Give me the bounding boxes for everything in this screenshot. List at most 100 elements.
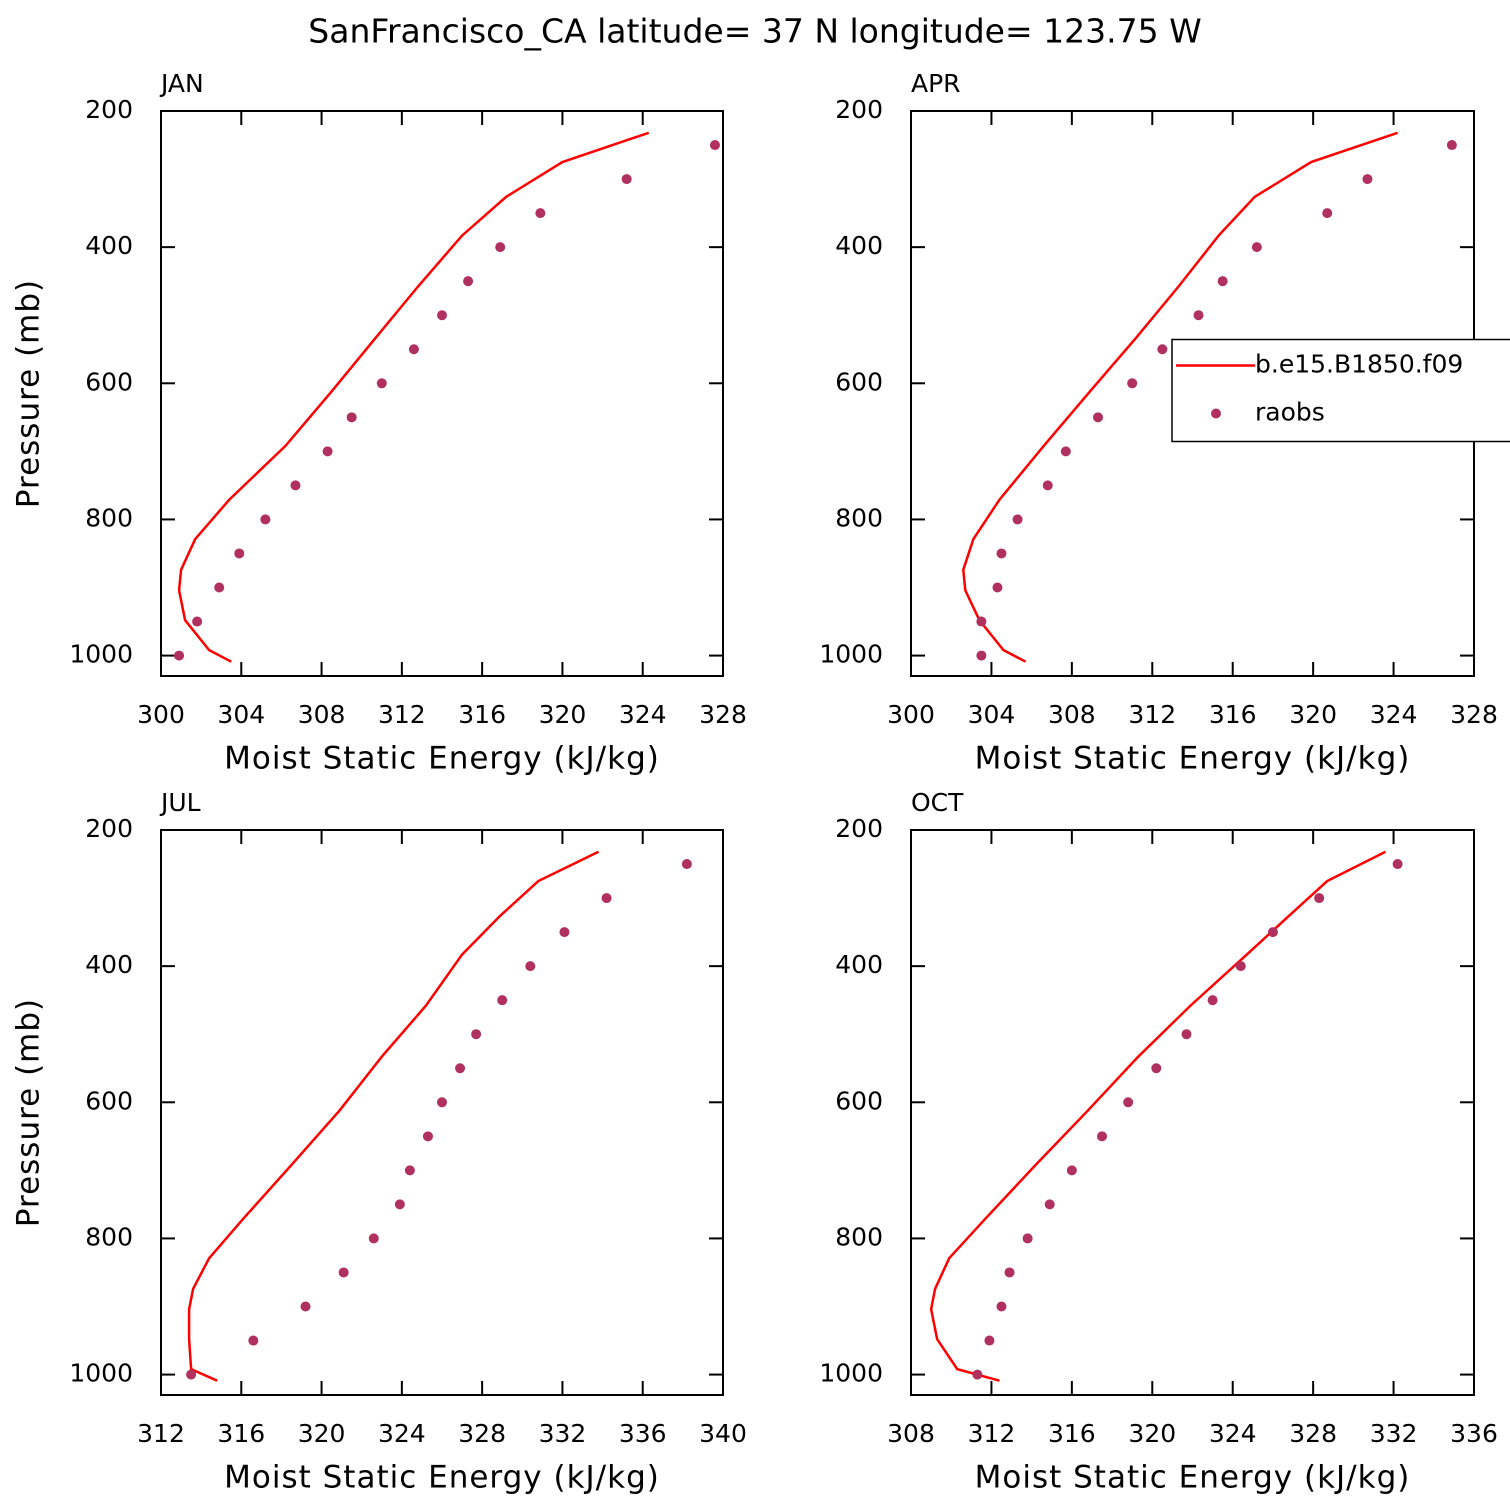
raob-point — [463, 276, 474, 287]
y-tick-label: 200 — [85, 814, 133, 843]
x-tick-label: 304 — [968, 700, 1016, 729]
x-tick-label: 328 — [699, 700, 747, 729]
x-tick-label: 320 — [298, 1419, 346, 1448]
raob-point — [497, 995, 508, 1006]
raob-point — [709, 140, 720, 151]
model-line — [187, 850, 600, 1382]
x-tick-label: 308 — [887, 1419, 935, 1448]
model-line — [929, 850, 1387, 1382]
raob-point — [346, 412, 357, 423]
raob-point — [1092, 412, 1103, 423]
x-tick-label: 328 — [1450, 700, 1498, 729]
y-tick-label: 200 — [85, 95, 133, 124]
raob-point — [290, 480, 301, 491]
x-tick-label: 320 — [1128, 1419, 1176, 1448]
x-tick-label: 304 — [217, 700, 265, 729]
model-line — [962, 131, 1398, 663]
raob-point — [535, 208, 546, 219]
x-tick-label: 324 — [619, 700, 667, 729]
x-tick-label: 328 — [1289, 1419, 1337, 1448]
y-tick-label: 800 — [85, 1222, 133, 1251]
raob-point — [368, 1233, 379, 1244]
x-tick-label: 340 — [699, 1419, 747, 1448]
panel-title: JUL — [159, 788, 201, 817]
raob-point — [495, 242, 506, 253]
y-tick-label: 400 — [835, 950, 883, 979]
raob-point — [1012, 514, 1023, 525]
x-tick-label: 316 — [1209, 700, 1257, 729]
raob-point — [437, 310, 447, 321]
raob-point — [1181, 1029, 1192, 1040]
raob-point — [1235, 961, 1246, 972]
x-tick-label: 324 — [378, 1419, 426, 1448]
raob-point — [976, 650, 987, 661]
raob-point — [992, 582, 1003, 593]
x-axis-label: Moist Static Energy (kJ/kg) — [975, 1460, 1411, 1496]
plot-frame — [160, 110, 724, 677]
legend-box — [1171, 338, 1510, 443]
x-tick-label: 312 — [137, 1419, 185, 1448]
raob-point — [996, 1301, 1007, 1312]
x-tick-label: 308 — [298, 700, 346, 729]
x-tick-label: 324 — [1370, 700, 1418, 729]
raob-point — [1314, 893, 1325, 904]
x-axis-label: Moist Static Energy (kJ/kg) — [975, 741, 1411, 777]
model-line — [177, 131, 650, 663]
raob-point — [455, 1063, 466, 1074]
y-tick-label: 1000 — [69, 1359, 133, 1388]
x-tick-label: 336 — [619, 1419, 667, 1448]
raob-point — [984, 1335, 995, 1346]
x-tick-label: 308 — [1048, 700, 1096, 729]
raob-point — [322, 446, 333, 457]
raob-point — [1042, 480, 1053, 491]
raob-point — [621, 174, 632, 185]
y-tick-label: 600 — [85, 1086, 133, 1115]
y-tick-label: 200 — [835, 95, 883, 124]
x-tick-label: 312 — [378, 700, 426, 729]
raob-point — [422, 1131, 433, 1142]
y-tick-label: 200 — [835, 814, 883, 843]
y-tick-label: 600 — [835, 1086, 883, 1115]
plot-frame — [160, 829, 724, 1396]
raob-point — [394, 1199, 405, 1210]
plot-frame — [910, 829, 1475, 1396]
raob-point — [1157, 344, 1168, 355]
x-tick-label: 312 — [968, 1419, 1016, 1448]
raob-point — [300, 1301, 311, 1312]
raob-point — [1004, 1267, 1015, 1278]
raob-point — [1097, 1131, 1108, 1142]
y-tick-label: 800 — [85, 503, 133, 532]
raob-point — [174, 650, 185, 661]
raob-point — [1193, 310, 1204, 321]
raob-point — [1207, 995, 1218, 1006]
raob-point — [681, 859, 692, 870]
legend-marker — [1211, 408, 1221, 419]
raob-point — [1392, 859, 1403, 870]
y-tick-label: 400 — [85, 231, 133, 260]
y-tick-label: 800 — [835, 503, 883, 532]
raob-point — [1322, 208, 1333, 219]
raob-point — [338, 1267, 349, 1278]
x-tick-label: 332 — [1370, 1419, 1418, 1448]
panel-title: OCT — [911, 788, 964, 817]
legend-label: b.e15.B1850.f09 — [1255, 350, 1463, 379]
x-tick-label: 332 — [539, 1419, 587, 1448]
raob-point — [408, 344, 419, 355]
y-tick-label: 1000 — [819, 1359, 883, 1388]
x-tick-label: 324 — [1209, 1419, 1257, 1448]
raob-point — [1123, 1097, 1134, 1108]
x-tick-label: 336 — [1450, 1419, 1498, 1448]
y-tick-label: 800 — [835, 1222, 883, 1251]
x-tick-label: 316 — [458, 700, 506, 729]
raob-point — [234, 548, 245, 559]
x-tick-label: 320 — [539, 700, 587, 729]
y-axis-label: Pressure (mb) — [11, 279, 47, 508]
raob-point — [972, 1369, 983, 1380]
raob-point — [471, 1029, 482, 1040]
raob-point — [1267, 927, 1278, 938]
raob-point — [186, 1369, 197, 1380]
y-tick-label: 600 — [85, 367, 133, 396]
y-tick-label: 1000 — [69, 640, 133, 669]
raob-point — [1044, 1199, 1055, 1210]
